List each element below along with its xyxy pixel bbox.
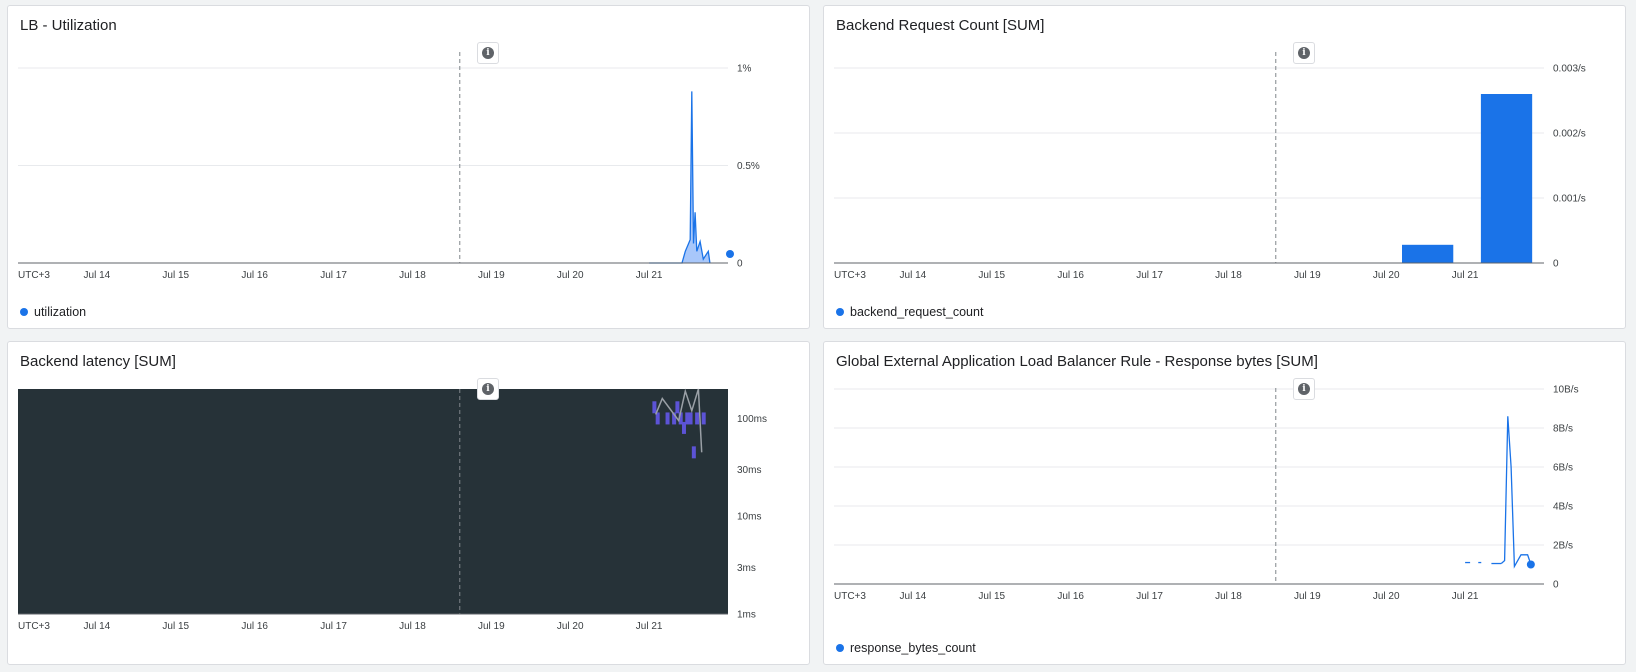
x-tick-label: Jul 21: [1452, 270, 1479, 281]
x-tick-label: Jul 15: [162, 270, 189, 281]
x-tick-label: Jul 17: [320, 621, 347, 632]
legend-dot: [836, 644, 844, 652]
x-tick-label: Jul 20: [1373, 591, 1400, 602]
heatmap-cell: [652, 401, 656, 413]
y-tick-label: 10ms: [737, 512, 761, 523]
chart-card-lb-utilization: LB - Utilization 1% 0.5% 0 UTC+3 Jul 14 Jul 1…: [7, 5, 810, 329]
heatmap-background: [18, 389, 728, 614]
legend-dot: [836, 308, 844, 316]
x-tick-label: Jul 17: [1136, 591, 1163, 602]
y-tick-label: 100ms: [737, 414, 767, 425]
y-tick-label: 6B/s: [1553, 463, 1573, 474]
info-icon[interactable]: i: [1293, 378, 1315, 400]
x-tick-label: UTC+3: [834, 270, 866, 281]
info-glyph: i: [1298, 383, 1310, 395]
y-tick-label: 0.002/s: [1553, 129, 1586, 140]
legend-label: backend_request_count: [850, 305, 983, 319]
legend-label: response_bytes_count: [850, 641, 976, 655]
x-tick-label: UTC+3: [18, 270, 50, 281]
info-icon[interactable]: i: [477, 42, 499, 64]
x-tick-label: Jul 19: [1294, 270, 1321, 281]
bar-jul-21: [1481, 94, 1532, 263]
y-tick-label: 0.001/s: [1553, 194, 1586, 205]
y-tick-label: 0: [737, 259, 743, 270]
x-tick-label: Jul 17: [320, 270, 347, 281]
x-tick-label: Jul 18: [399, 621, 426, 632]
heatmap-cell: [695, 412, 699, 424]
legend-item-response-bytes-count[interactable]: response_bytes_count: [836, 641, 976, 655]
heatmap-cell: [675, 401, 679, 413]
y-tick-label: 0: [1553, 259, 1559, 270]
x-tick-label: UTC+3: [834, 591, 866, 602]
y-tick-label: 10B/s: [1553, 385, 1579, 396]
x-tick-label: Jul 20: [557, 621, 584, 632]
legend-item-backend-request-count[interactable]: backend_request_count: [836, 305, 983, 319]
x-tick-label: Jul 15: [978, 591, 1005, 602]
info-glyph: i: [1298, 47, 1310, 59]
series-end-dot: [1527, 561, 1535, 569]
x-tick-label: Jul 20: [1373, 270, 1400, 281]
info-glyph: i: [482, 383, 494, 395]
x-tick-label: Jul 16: [1057, 270, 1084, 281]
x-tick-label: Jul 14: [900, 591, 927, 602]
heatmap-cell: [692, 446, 696, 458]
chart-card-backend-latency: Backend latency [SUM] 100ms 30ms 10ms 3ms 1m…: [7, 341, 810, 665]
series-line-response-bytes: [1501, 416, 1531, 566]
legend-label: utilization: [34, 305, 86, 319]
x-tick-label: Jul 17: [1136, 270, 1163, 281]
x-tick-label: Jul 15: [162, 621, 189, 632]
y-tick-label: 1%: [737, 64, 752, 75]
series-line-utilization: [649, 91, 710, 263]
x-tick-label: Jul 20: [557, 270, 584, 281]
series-area-utilization: [649, 91, 710, 263]
y-tick-label: 0: [1553, 580, 1559, 591]
chart-card-response-bytes: Global External Application Load Balance…: [823, 341, 1626, 665]
x-tick-label: Jul 21: [636, 270, 663, 281]
y-tick-label: 3ms: [737, 563, 756, 574]
heatmap-cell: [689, 412, 693, 424]
bar-jul-20: [1402, 245, 1453, 263]
legend-dot: [20, 308, 28, 316]
chart-card-backend-request-count: Backend Request Count [SUM] 0.003/s 0.002…: [823, 5, 1626, 329]
x-tick-label: Jul 16: [241, 270, 268, 281]
heatmap-cell: [666, 412, 670, 424]
y-tick-label: 0.5%: [737, 161, 760, 172]
chart-plot-lb-utilization: 1% 0.5% 0 UTC+3 Jul 14 Jul 15 Jul 16 Jul 17 Jul …: [8, 6, 811, 330]
y-tick-label: 4B/s: [1553, 502, 1573, 513]
info-icon[interactable]: i: [477, 378, 499, 400]
x-tick-label: Jul 16: [241, 621, 268, 632]
chart-plot-backend-latency: 100ms 30ms 10ms 3ms 1ms UTC+3 Jul 14 Jul 15 Jul …: [8, 342, 811, 666]
chart-plot-response-bytes: 10B/s 8B/s 6B/s 4B/s 2B/s 0 UTC+3 Jul 14 Jul 15 J…: [824, 342, 1627, 666]
x-tick-label: UTC+3: [18, 621, 50, 632]
legend-item-utilization[interactable]: utilization: [20, 305, 86, 319]
x-tick-label: Jul 18: [1215, 591, 1242, 602]
x-tick-label: Jul 16: [1057, 591, 1084, 602]
y-tick-label: 30ms: [737, 465, 761, 476]
y-tick-label: 1ms: [737, 610, 756, 621]
series-end-dot: [726, 250, 734, 258]
x-tick-label: Jul 14: [84, 270, 111, 281]
y-tick-label: 8B/s: [1553, 424, 1573, 435]
x-tick-label: Jul 19: [478, 270, 505, 281]
heatmap-cell: [702, 412, 706, 424]
x-tick-label: Jul 19: [478, 621, 505, 632]
chart-plot-backend-request-count: 0.003/s 0.002/s 0.001/s 0 UTC+3 Jul 14 Jul 15 J…: [824, 6, 1627, 330]
x-tick-label: Jul 21: [1452, 591, 1479, 602]
x-tick-label: Jul 14: [84, 621, 111, 632]
x-tick-label: Jul 18: [399, 270, 426, 281]
y-tick-label: 0.003/s: [1553, 64, 1586, 75]
x-tick-label: Jul 18: [1215, 270, 1242, 281]
info-icon[interactable]: i: [1293, 42, 1315, 64]
info-glyph: i: [482, 47, 494, 59]
y-tick-label: 2B/s: [1553, 541, 1573, 552]
x-tick-label: Jul 19: [1294, 591, 1321, 602]
x-tick-label: Jul 21: [636, 621, 663, 632]
x-tick-label: Jul 14: [900, 270, 927, 281]
x-tick-label: Jul 15: [978, 270, 1005, 281]
